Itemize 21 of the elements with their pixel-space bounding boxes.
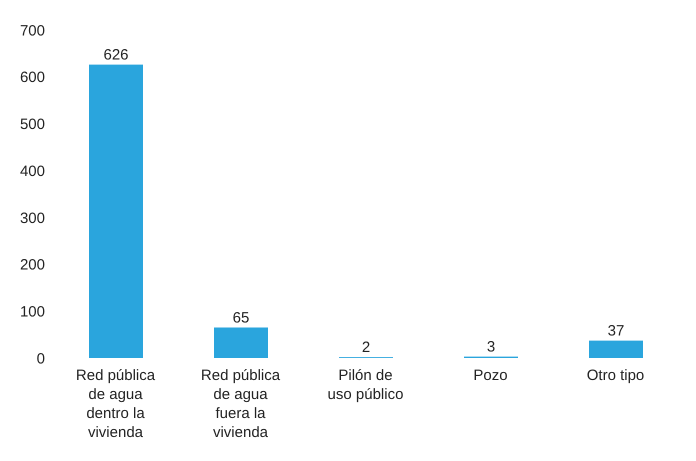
y-tick-label: 100 — [20, 303, 45, 320]
data-label: 37 — [608, 322, 624, 340]
data-label: 3 — [486, 338, 496, 356]
y-tick-label: 200 — [20, 256, 45, 274]
x-tick-label: Pozo — [473, 367, 508, 384]
y-tick-label: 700 — [20, 22, 45, 40]
x-tick-label: Pilón de uso público — [328, 367, 404, 403]
y-tick-label: 0 — [36, 350, 45, 368]
y-tick-label: 500 — [20, 116, 45, 134]
data-label: 65 — [232, 310, 250, 327]
y-tick-label: 400 — [20, 162, 45, 180]
bar — [589, 340, 643, 358]
x-tick-label: Red pública de agua dentro la vivienda — [76, 367, 156, 441]
x-tick-label: Red pública de agua fuera la vivienda — [200, 367, 281, 441]
data-label: 626 — [103, 46, 129, 64]
y-tick-label: 600 — [20, 69, 45, 86]
y-tick-label: 300 — [20, 210, 45, 227]
bar — [89, 64, 143, 358]
data-label: 2 — [362, 339, 370, 356]
x-tick-label: Otro tipo — [586, 367, 644, 384]
bar — [214, 328, 268, 358]
